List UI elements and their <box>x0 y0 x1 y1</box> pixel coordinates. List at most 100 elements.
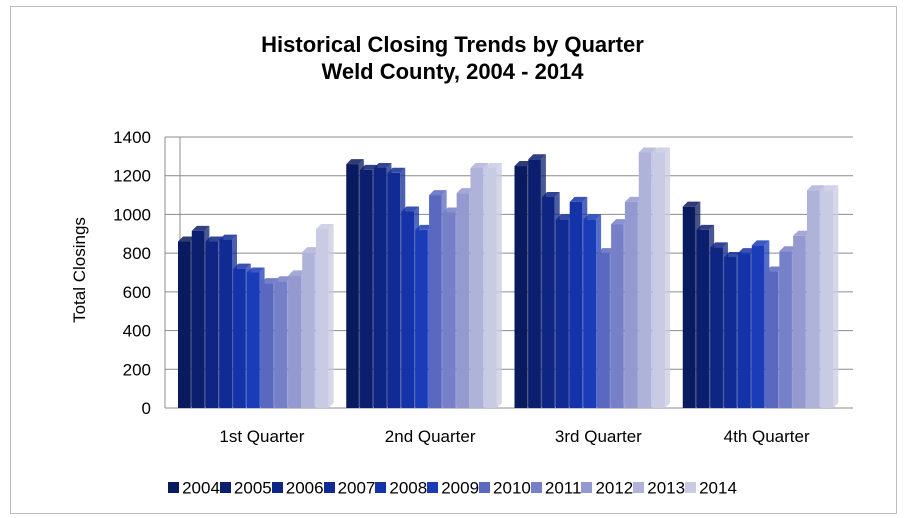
legend-swatch <box>323 482 335 494</box>
bar-top <box>779 246 797 252</box>
legend-swatch <box>581 482 593 494</box>
bar-top <box>806 185 825 191</box>
bar <box>624 201 638 408</box>
bar-chart: 0 200 400 600 800 1000 1200 1400 1st Quarter 2nd … <box>113 128 853 446</box>
bar <box>429 195 442 408</box>
bar <box>484 167 497 408</box>
bar <box>737 253 751 408</box>
bar-top <box>820 185 839 191</box>
bar-top <box>219 234 237 240</box>
bar-top <box>233 263 251 269</box>
bar-top <box>401 206 420 212</box>
bar-top <box>528 154 546 160</box>
bar <box>793 235 806 408</box>
bar <box>806 190 820 408</box>
legend-swatch <box>427 482 439 494</box>
legend-swatch <box>685 482 697 494</box>
bar-top <box>191 225 210 231</box>
bar-top <box>751 240 770 246</box>
bar <box>710 247 723 408</box>
bar-top <box>205 236 224 242</box>
legend-item: 2014 <box>685 478 737 499</box>
bar-top <box>387 167 406 173</box>
bar-top <box>682 201 701 207</box>
bar-top <box>456 188 475 194</box>
bar-side <box>665 147 671 408</box>
bar <box>569 201 583 408</box>
bar-side <box>496 162 502 408</box>
legend-swatch <box>168 482 180 494</box>
bar-top <box>638 147 657 153</box>
bar-top <box>360 164 378 170</box>
legend-item: 2011 <box>530 478 581 499</box>
y-tick-label: 1200 <box>113 167 151 186</box>
bar <box>724 257 737 408</box>
legend-label: 2009 <box>441 478 480 498</box>
legend: 2004 2005 2006 2007 2008 2009 2010 2011 2012 2013… <box>0 478 905 499</box>
bar <box>191 230 205 408</box>
legend-item: 2012 <box>581 478 633 499</box>
bar <box>219 239 232 408</box>
bar <box>820 190 834 408</box>
chart-title: Historical Closing Trends by Quarter <box>261 32 644 57</box>
x-tick-label: 4th Quarter <box>724 427 810 446</box>
legend-label: 2006 <box>285 478 324 498</box>
bar-top <box>611 219 629 225</box>
bar-side <box>328 223 334 408</box>
bar <box>316 228 329 408</box>
y-tick-label: 1000 <box>113 205 151 224</box>
bar-top <box>247 267 265 273</box>
bar-top <box>415 224 433 230</box>
legend-swatch <box>479 482 491 494</box>
legend-label: 2008 <box>389 478 428 498</box>
bar-top <box>373 162 392 168</box>
bar <box>470 167 484 408</box>
bar-top <box>442 207 461 213</box>
bar-top <box>583 214 602 220</box>
bar <box>442 212 456 408</box>
bar-top <box>514 161 533 167</box>
bar <box>779 251 792 408</box>
bar <box>302 252 315 408</box>
bar-top <box>346 159 364 165</box>
legend-item: 2004 <box>168 478 220 499</box>
legend-label: 2007 <box>337 478 376 498</box>
bar-top <box>316 223 334 229</box>
x-tick-label: 3rd Quarter <box>555 427 642 446</box>
bar-top <box>710 242 728 248</box>
bar <box>597 253 610 408</box>
legend-swatch <box>219 482 231 494</box>
legend-item: 2010 <box>479 478 531 499</box>
bar-top <box>178 236 196 242</box>
bar-top <box>624 196 643 202</box>
bar <box>401 211 415 408</box>
bar-top <box>274 276 293 282</box>
legend-swatch <box>375 482 387 494</box>
bar <box>682 206 696 408</box>
bar-top <box>765 266 784 272</box>
legend-label: 2005 <box>233 478 272 498</box>
legend-swatch <box>530 482 542 494</box>
bar-top <box>597 248 615 254</box>
x-tick-label: 1st Quarter <box>219 427 304 446</box>
bar <box>178 241 191 408</box>
legend-label: 2012 <box>595 478 634 498</box>
bar <box>360 169 373 408</box>
bar <box>205 241 219 408</box>
bar-top <box>429 190 447 196</box>
bar-top <box>288 270 306 276</box>
legend-item: 2007 <box>323 478 376 499</box>
bar <box>542 197 555 408</box>
legend-item: 2008 <box>375 478 427 499</box>
bar-top <box>260 278 279 284</box>
x-tick-label: 2nd Quarter <box>385 427 476 446</box>
bar-side <box>833 185 839 408</box>
bar-top <box>555 214 574 220</box>
legend-swatch <box>271 482 283 494</box>
y-tick-label: 800 <box>123 244 151 263</box>
bar-top <box>793 230 811 236</box>
bar-top <box>542 192 560 198</box>
bar-top <box>652 147 671 153</box>
bar-top <box>724 252 742 258</box>
bar-top <box>484 162 502 168</box>
